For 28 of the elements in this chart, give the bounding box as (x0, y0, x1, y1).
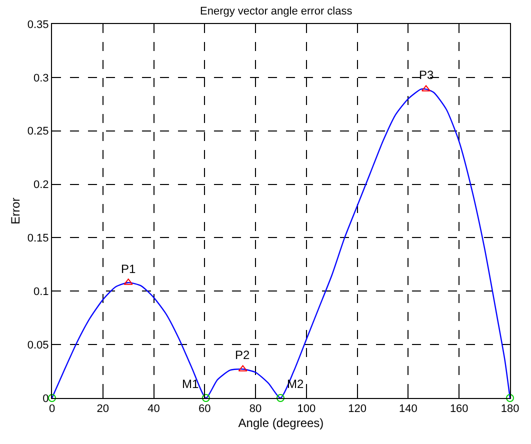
x-tick-label: 120 (348, 403, 367, 416)
y-tick-label: 0.1 (34, 286, 49, 298)
x-tick-label: 140 (399, 403, 418, 416)
annotation: M2 (287, 377, 304, 391)
point (202, 394, 210, 402)
annotation: P2 (235, 348, 250, 362)
y-tick-label: 0.2 (34, 179, 49, 192)
y-tick-label: 0.3 (34, 72, 49, 84)
y-tick-label: 0 (42, 392, 49, 405)
y-tick-label: 0.15 (27, 232, 49, 245)
chart-title: Energy vector angle error class (200, 5, 353, 18)
x-tick-label: 100 (297, 403, 316, 416)
annotation: M1 (182, 377, 199, 391)
x-axis-title: Angle (degrees) (238, 416, 324, 430)
point (48, 394, 56, 402)
x-tick-label: 40 (148, 403, 160, 416)
annotation: P1 (121, 262, 136, 276)
x-tick-label: 60 (198, 403, 211, 416)
y-axis-title: Error (8, 198, 23, 224)
point (276, 394, 284, 402)
y-tick-label: 0.05 (27, 339, 49, 352)
x-tick-label: 80 (249, 403, 262, 416)
y-tick-label: 0.25 (27, 126, 49, 138)
point (506, 394, 514, 402)
x-tick-label: 160 (450, 403, 468, 416)
x-tick-label: 20 (96, 403, 110, 416)
x-tick-label: 180 (500, 403, 520, 416)
y-tick-label: 0.35 (27, 18, 49, 31)
